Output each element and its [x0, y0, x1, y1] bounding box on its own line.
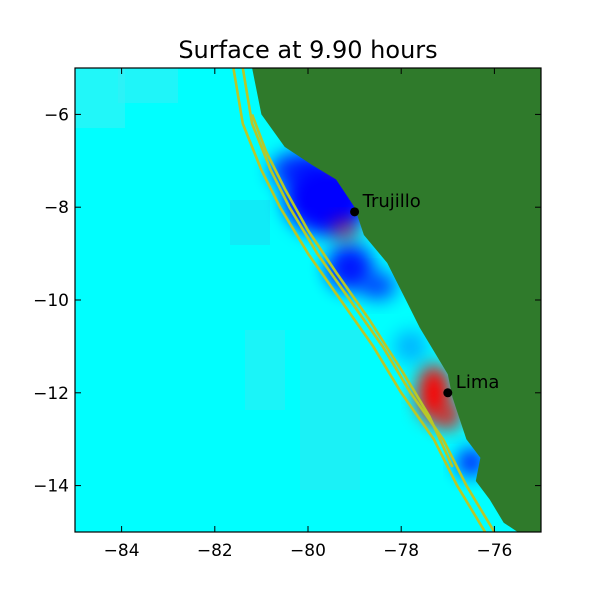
city-layer: Trujillo Lima	[350, 191, 499, 398]
ocean-shade-patch	[75, 68, 125, 128]
x-tick-label: −80	[290, 541, 326, 561]
ocean-shade-patch	[230, 200, 270, 245]
y-tick-label: −10	[33, 291, 69, 311]
positive-anomaly	[331, 218, 360, 242]
y-tick-label: −6	[44, 105, 69, 125]
y-axis: −6 −8 −10 −12 −14	[33, 105, 541, 497]
city-marker: Lima	[443, 372, 499, 398]
ocean-shade-patch	[300, 330, 360, 490]
depth-contour	[250, 113, 454, 468]
contour-layer	[232, 68, 496, 532]
x-tick-label: −76	[476, 541, 512, 561]
negative-anomaly	[457, 448, 486, 477]
negative-anomaly	[359, 272, 397, 300]
ocean-shade-patch	[118, 68, 178, 103]
city-label: Lima	[456, 372, 500, 393]
ocean-shade-patch	[245, 330, 285, 410]
x-axis: −84 −82 −80 −78 −76	[104, 68, 512, 561]
chart-title: Surface at 9.90 hours	[178, 36, 437, 64]
depth-contour	[232, 68, 487, 532]
negative-anomaly	[326, 244, 374, 291]
land-mass	[252, 68, 541, 532]
city-dot	[443, 388, 453, 398]
city-dot	[350, 207, 360, 217]
positive-anomaly	[433, 402, 462, 430]
city-marker: Trujillo	[350, 191, 421, 217]
city-label: Trujillo	[362, 191, 421, 212]
y-tick-label: −14	[33, 477, 69, 497]
x-tick-label: −82	[197, 541, 233, 561]
negative-anomaly	[394, 330, 427, 363]
x-tick-label: −84	[104, 541, 140, 561]
plot-area	[75, 68, 541, 532]
x-tick-label: −78	[383, 541, 419, 561]
y-tick-label: −8	[44, 198, 69, 218]
depth-contour	[241, 68, 496, 532]
y-tick-label: −12	[33, 384, 69, 404]
